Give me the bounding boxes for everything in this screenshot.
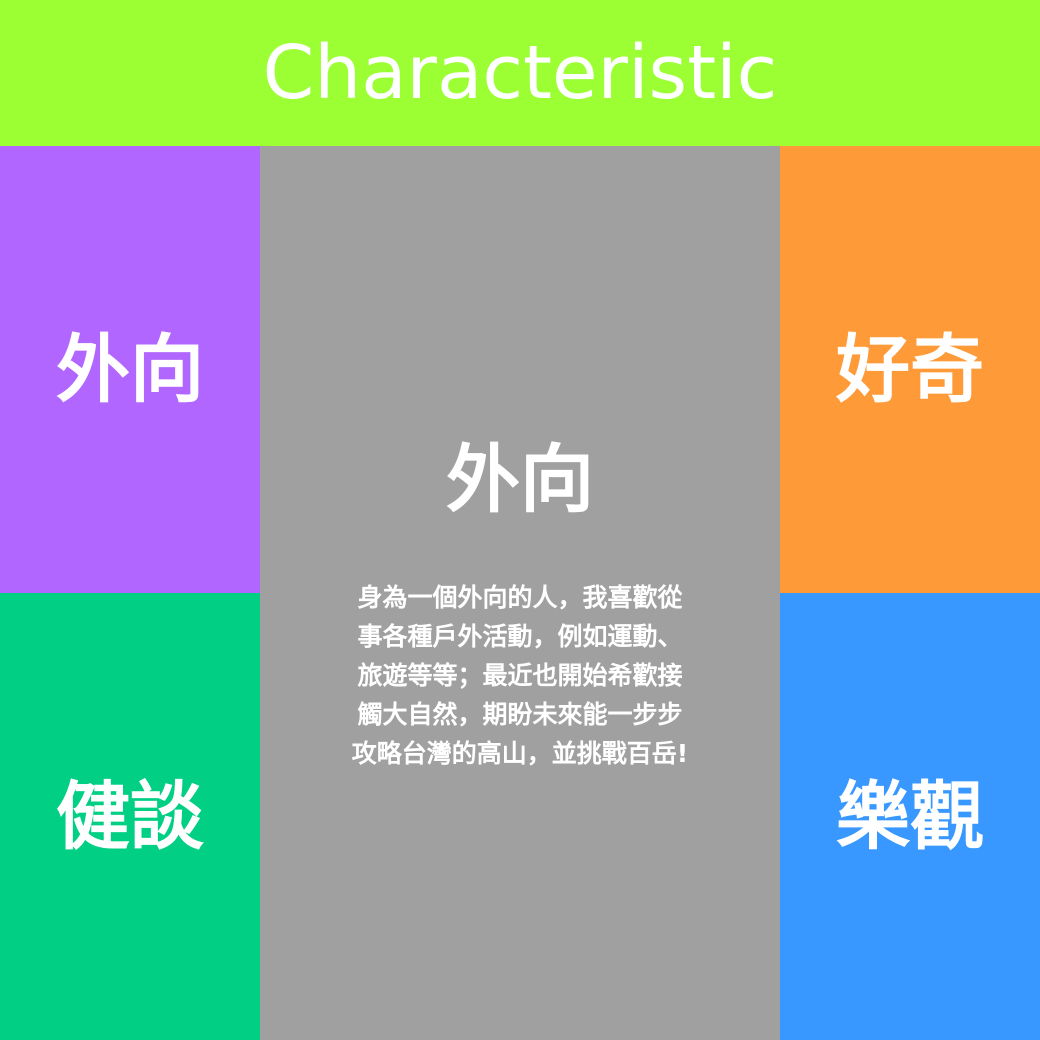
trait-label-curious: 好奇 [836, 326, 984, 413]
trait-tile-curious: 好奇 [780, 146, 1040, 593]
trait-label-optimistic: 樂觀 [836, 773, 984, 860]
page-title: Characteristic [262, 30, 778, 116]
trait-tile-talkative: 健談 [0, 593, 260, 1040]
detail-panel: 外向 身為一個外向的人，我喜歡從 事各種戶外活動，例如運動、 旅遊等等；最近也開… [260, 146, 780, 1040]
trait-tile-outgoing: 外向 [0, 146, 260, 593]
trait-tile-optimistic: 樂觀 [780, 593, 1040, 1040]
trait-label-outgoing: 外向 [56, 326, 204, 413]
header-banner: Characteristic [0, 0, 1040, 146]
trait-label-talkative: 健談 [56, 773, 204, 860]
detail-heading: 外向 [446, 437, 594, 523]
detail-description: 身為一個外向的人，我喜歡從 事各種戶外活動，例如運動、 旅遊等等；最近也開始希歡… [351, 583, 689, 768]
